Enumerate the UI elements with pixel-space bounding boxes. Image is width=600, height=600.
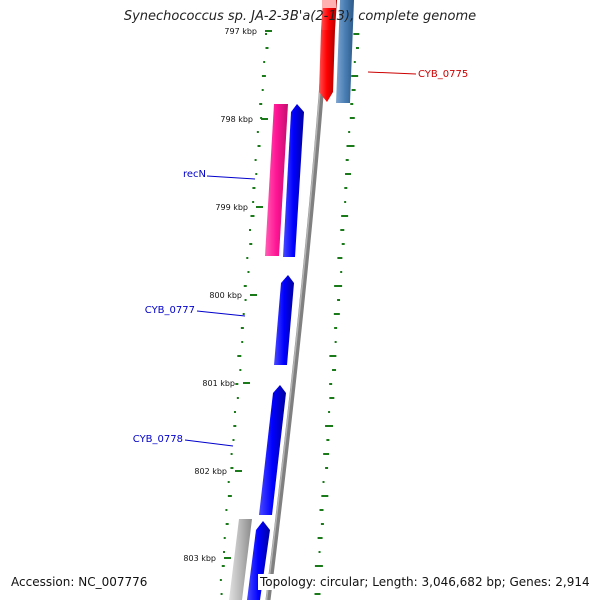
feature-bottom-blue[interactable] bbox=[247, 521, 270, 600]
svg-text:recN: recN bbox=[183, 169, 206, 180]
svg-text:CYB_0777: CYB_0777 bbox=[145, 305, 195, 316]
feature-cyb-0778[interactable] bbox=[259, 385, 286, 515]
feature-recn-blue[interactable] bbox=[283, 104, 304, 257]
genome-summary: Topology: circular; Length: 3,046,682 bp… bbox=[258, 574, 592, 590]
tick-label-801: 801 kbp bbox=[202, 379, 235, 388]
tick-801: 801 kbp bbox=[202, 379, 250, 388]
label-recn[interactable]: recN bbox=[183, 169, 256, 180]
inner-gc-ring bbox=[219, 33, 269, 595]
tick-800: 800 kbp bbox=[209, 291, 257, 300]
tick-799: 799 kbp bbox=[215, 203, 263, 212]
feature-steelblue[interactable] bbox=[336, 0, 354, 103]
tick-label-799: 799 kbp bbox=[215, 203, 248, 212]
label-cyb-0777[interactable]: CYB_0777 bbox=[145, 305, 246, 317]
feature-gray[interactable] bbox=[229, 519, 252, 600]
feature-recn-pink[interactable] bbox=[265, 104, 288, 256]
tick-label-803: 803 kbp bbox=[183, 554, 216, 563]
feature-cyb-0775-red[interactable] bbox=[319, 0, 337, 102]
tick-798: 798 kbp bbox=[220, 115, 268, 124]
tick-802: 802 kbp bbox=[194, 467, 242, 476]
svg-text:CYB_0775: CYB_0775 bbox=[418, 69, 468, 80]
tick-label-797: 797 kbp bbox=[224, 27, 257, 36]
map-title: Synechococcus sp. JA-2-3B'a(2-13), compl… bbox=[123, 9, 477, 24]
outer-gc-ring bbox=[314, 33, 360, 595]
label-cyb-0775[interactable]: CYB_0775 bbox=[367, 69, 468, 80]
tick-label-798: 798 kbp bbox=[220, 115, 253, 124]
label-cyb-0778[interactable]: CYB_0778 bbox=[133, 434, 234, 447]
accession-text: Accession: NC_007776 bbox=[9, 574, 150, 590]
tick-797: 797 kbp bbox=[224, 27, 272, 36]
tick-803: 803 kbp bbox=[183, 554, 231, 563]
feature-cyb-0777[interactable] bbox=[274, 275, 294, 365]
tick-label-800: 800 kbp bbox=[209, 291, 242, 300]
tick-label-802: 802 kbp bbox=[194, 467, 227, 476]
svg-text:CYB_0778: CYB_0778 bbox=[133, 434, 183, 445]
